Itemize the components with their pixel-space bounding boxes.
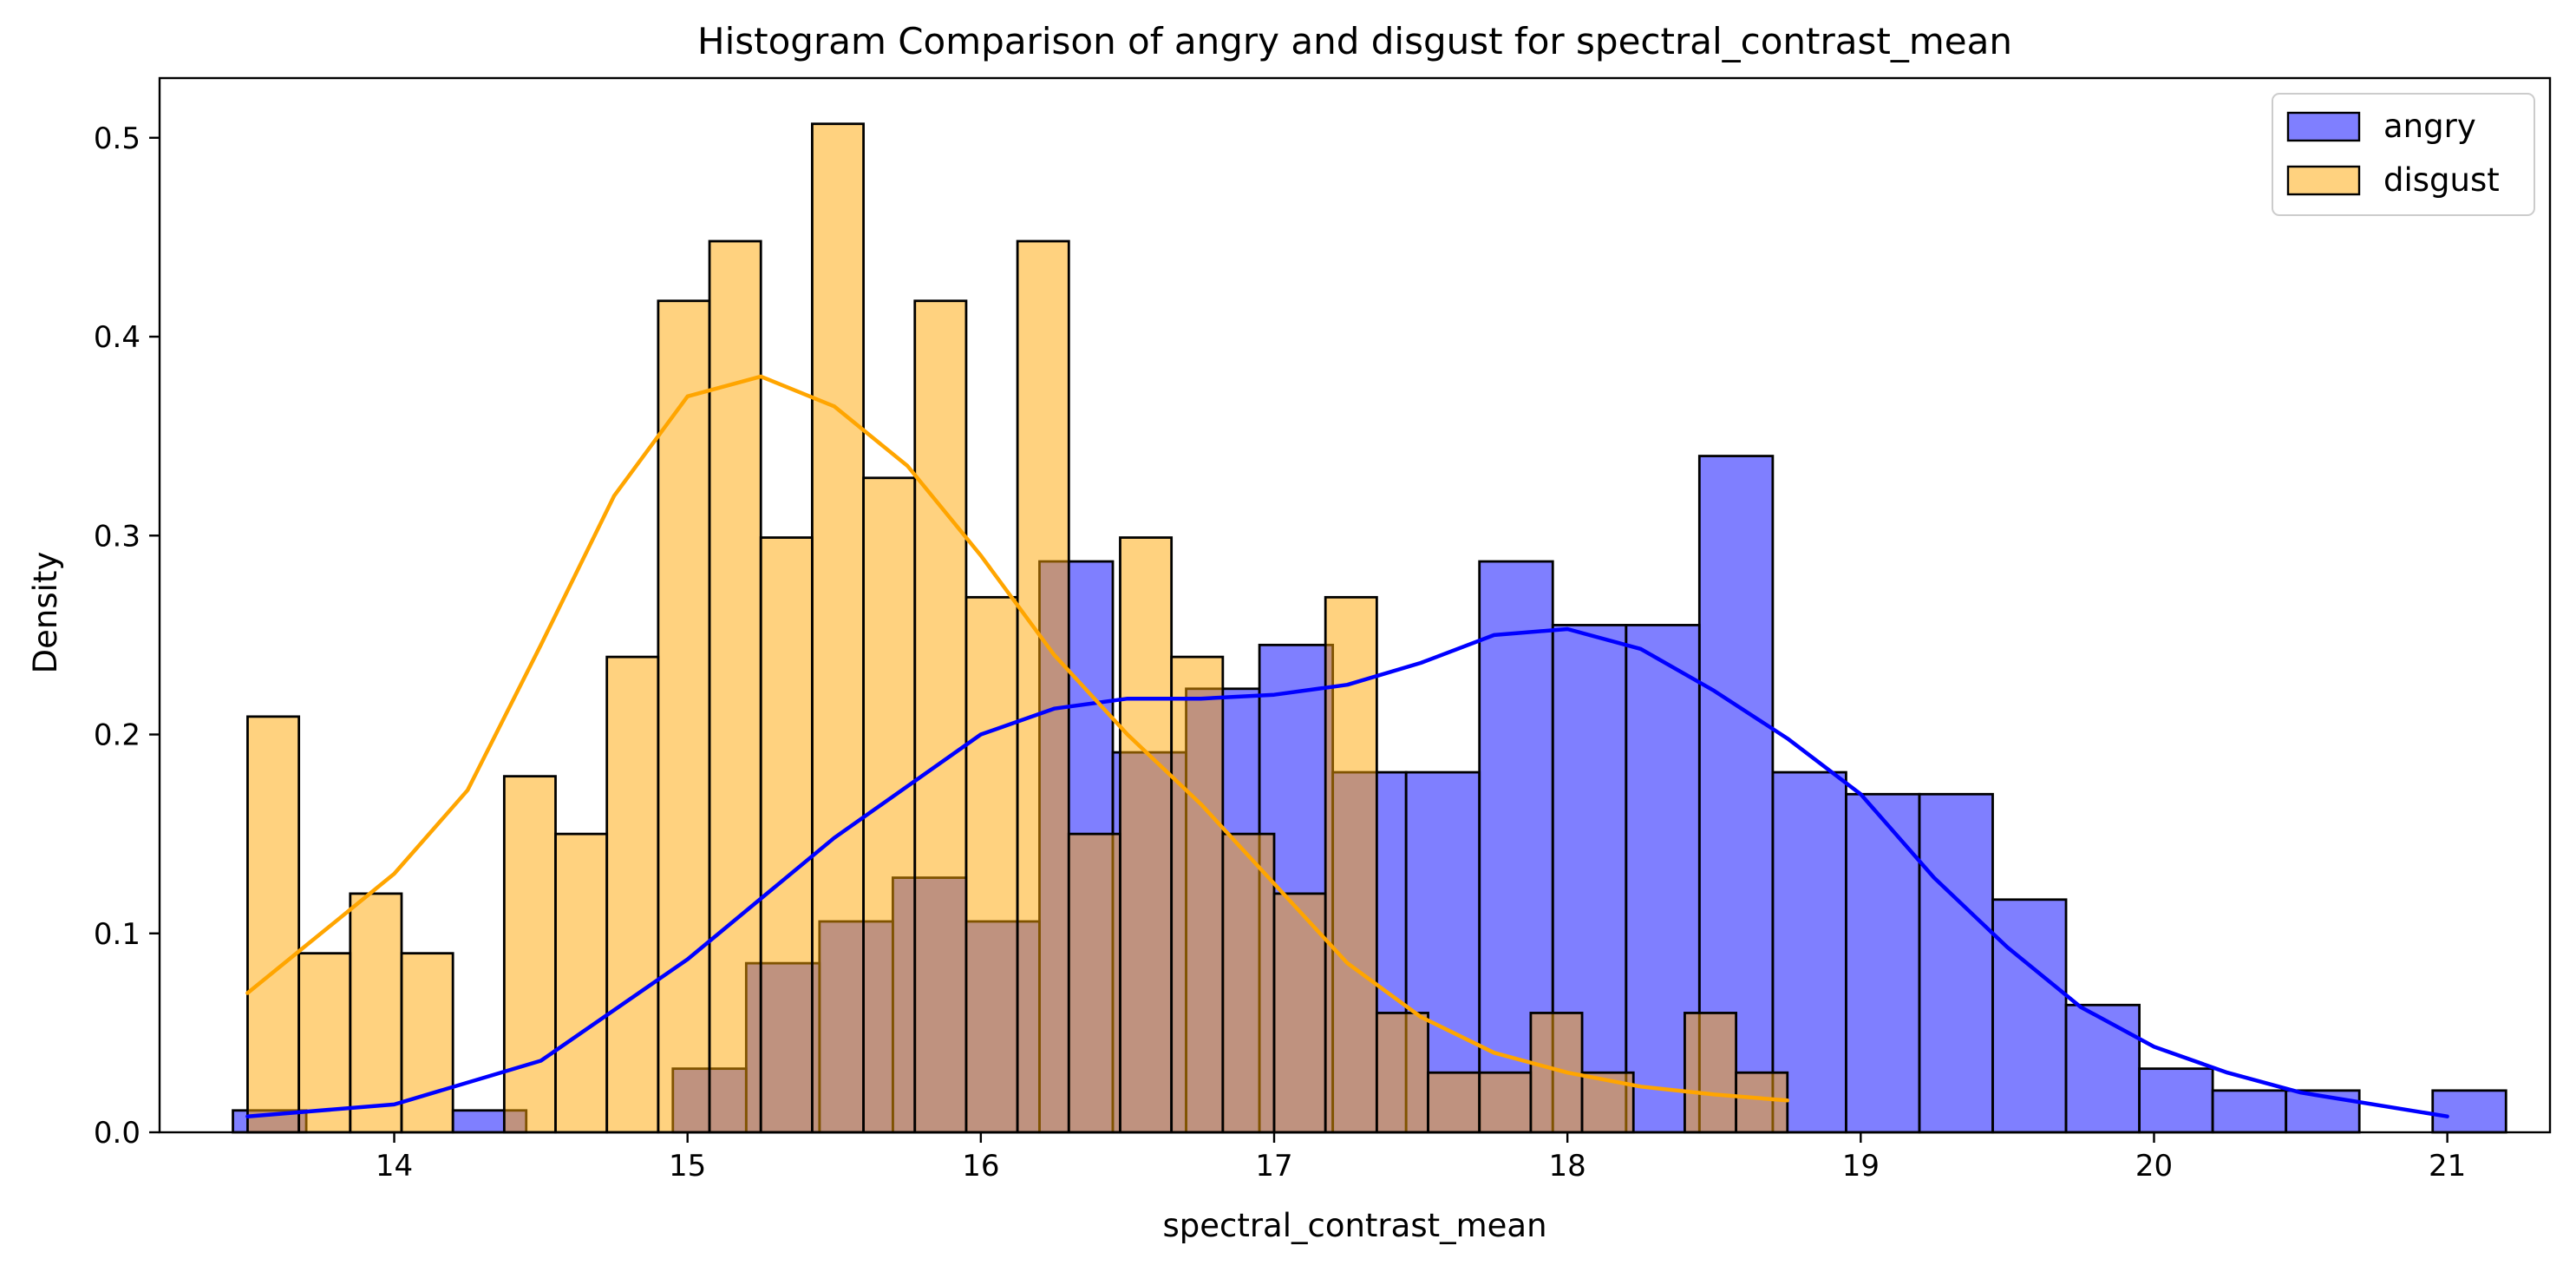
x-tick-label: 15	[669, 1149, 706, 1183]
x-tick-label: 20	[2135, 1149, 2173, 1183]
x-tick-label: 21	[2429, 1149, 2466, 1183]
y-tick-label: 0.0	[94, 1116, 141, 1151]
angry-bar	[1991, 898, 2068, 1134]
disgust-bar	[759, 536, 814, 1134]
angry-bar	[2431, 1089, 2507, 1134]
x-tick-label: 19	[1842, 1149, 1880, 1183]
legend: angry disgust	[2272, 93, 2535, 216]
disgust-bar	[1375, 1012, 1429, 1134]
disgust-bar	[605, 655, 660, 1134]
disgust-bar	[1478, 1071, 1533, 1134]
legend-swatch-angry	[2286, 111, 2361, 142]
y-tick-label: 0.1	[94, 917, 141, 952]
x-tick-label: 14	[376, 1149, 413, 1183]
disgust-bar	[297, 952, 352, 1134]
y-tick-label: 0.2	[94, 718, 141, 753]
disgust-bar	[1272, 892, 1327, 1134]
angry-bar	[1918, 792, 1994, 1134]
disgust-bar	[554, 832, 609, 1134]
disgust-bars	[246, 122, 1789, 1134]
x-tick-label: 18	[1549, 1149, 1586, 1183]
x-axis-label: spectral_contrast_mean	[1162, 1207, 1546, 1244]
legend-label-disgust: disgust	[2383, 161, 2500, 199]
disgust-bar	[913, 299, 968, 1134]
disgust-bar	[708, 239, 762, 1134]
y-tick-label: 0.4	[94, 320, 141, 355]
disgust-kde-line	[245, 374, 1790, 1103]
kde-lines	[245, 374, 2449, 1118]
angry-bar	[1845, 792, 1921, 1134]
disgust-bar	[1735, 1071, 1789, 1134]
x-tick-label: 16	[962, 1149, 999, 1183]
disgust-bar	[400, 952, 454, 1134]
disgust-bar	[1119, 536, 1174, 1134]
disgust-bar	[862, 476, 917, 1134]
axes-frame	[158, 76, 2552, 1134]
disgust-bar	[502, 775, 557, 1134]
disgust-bar	[1170, 655, 1225, 1134]
disgust-bar	[246, 715, 301, 1134]
disgust-bar	[1427, 1071, 1481, 1134]
disgust-bar	[964, 595, 1019, 1134]
chart-title: Histogram Comparison of angry and disgus…	[697, 20, 2012, 62]
y-tick-label: 0.5	[94, 121, 141, 156]
disgust-bar	[1067, 832, 1121, 1134]
disgust-bar	[349, 892, 403, 1134]
disgust-bar	[1221, 832, 1276, 1134]
legend-label-angry: angry	[2383, 108, 2476, 145]
axes: 14 15 16 17 18 19 20 21 0.0 0.1 0.2 0.3 0.4 0.5	[94, 76, 2552, 1183]
x-tick-label: 17	[1255, 1149, 1292, 1183]
legend-swatch-disgust	[2286, 165, 2361, 196]
disgust-bar	[811, 122, 865, 1134]
disgust-bar	[1016, 239, 1070, 1134]
angry-bar	[2138, 1067, 2214, 1134]
angry-kde-line	[245, 626, 2449, 1118]
y-tick-label: 0.3	[94, 519, 141, 554]
angry-bar	[2211, 1089, 2288, 1134]
y-axis-label: Density	[27, 552, 64, 674]
disgust-bar	[1684, 1012, 1738, 1134]
angry-bar	[2064, 1003, 2141, 1134]
